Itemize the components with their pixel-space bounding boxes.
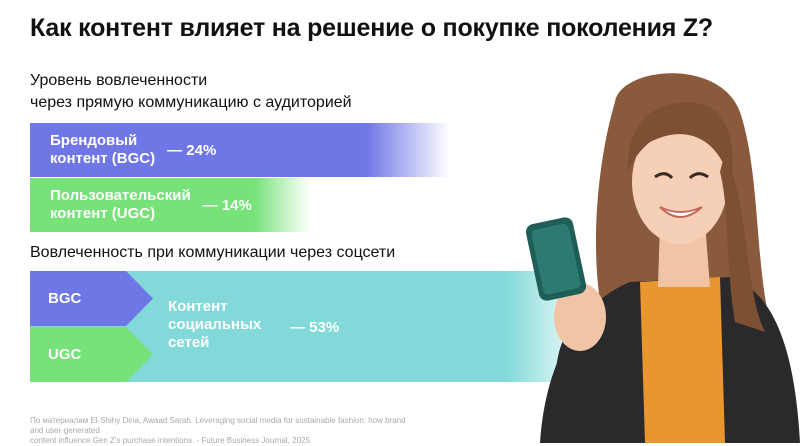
hair-strand bbox=[720, 152, 765, 332]
social-bar-label: Контент социальных сетей bbox=[168, 298, 261, 352]
bar-ugc-label-line2: контент (UGC) bbox=[50, 205, 156, 222]
source-note-line1: По материалам El-Shihy Dina, Awaad Sarah… bbox=[30, 416, 406, 435]
hand bbox=[554, 283, 606, 351]
social-bar-label-line3: сетей bbox=[168, 334, 210, 351]
section-direct-line1: Уровень вовлеченности bbox=[30, 72, 208, 89]
hair-front bbox=[627, 102, 733, 182]
source-note-line2: content influence Gen Z's purchase inten… bbox=[30, 436, 310, 445]
bar-bgc-label: Брендовый контент (BGC) bbox=[30, 132, 155, 168]
bar-ugc-label-line1: Пользовательский bbox=[50, 187, 191, 204]
section-direct-line2: через прямую коммуникацию с аудиторией bbox=[30, 94, 352, 111]
section-social-heading: Вовлеченность при коммуникации через соц… bbox=[30, 244, 396, 261]
social-input-bgc: BGC bbox=[30, 271, 153, 326]
right-eye bbox=[688, 172, 709, 180]
smile bbox=[659, 206, 703, 218]
social-input-bgc-label: BGC bbox=[48, 290, 82, 307]
bar-bgc: Брендовый контент (BGC) — 24% bbox=[30, 123, 450, 177]
left-eye bbox=[654, 172, 674, 180]
section-direct-heading: Уровень вовлеченности через прямую комму… bbox=[30, 70, 352, 114]
bar-bgc-value: — 24% bbox=[167, 141, 217, 159]
page-title: Как контент влияет на решение о покупке … bbox=[30, 14, 714, 42]
phone-screen bbox=[531, 223, 581, 295]
woman-with-phone-photo bbox=[525, 73, 800, 443]
social-bar: BGC UGC Контент социальных сетей — 53% bbox=[30, 271, 590, 382]
social-bar-value: — 53% bbox=[290, 319, 340, 336]
arm bbox=[555, 318, 615, 443]
bar-bgc-label-line2: контент (BGC) bbox=[50, 150, 156, 167]
face bbox=[632, 120, 728, 244]
social-input-ugc-label: UGC bbox=[48, 346, 82, 363]
sweater bbox=[640, 277, 725, 443]
social-input-ugc: UGC bbox=[30, 327, 153, 382]
source-note: По материалам El-Shihy Dina, Awaad Sarah… bbox=[30, 416, 410, 446]
bar-ugc-value: — 14% bbox=[202, 196, 252, 214]
bar-ugc: Пользовательский контент (UGC) — 14% bbox=[30, 178, 310, 232]
social-bar-label-line2: социальных bbox=[168, 316, 262, 333]
bar-ugc-label: Пользовательский контент (UGC) bbox=[30, 187, 191, 223]
bar-bgc-label-line1: Брендовый bbox=[50, 132, 138, 149]
social-bar-label-line1: Контент bbox=[168, 298, 228, 315]
